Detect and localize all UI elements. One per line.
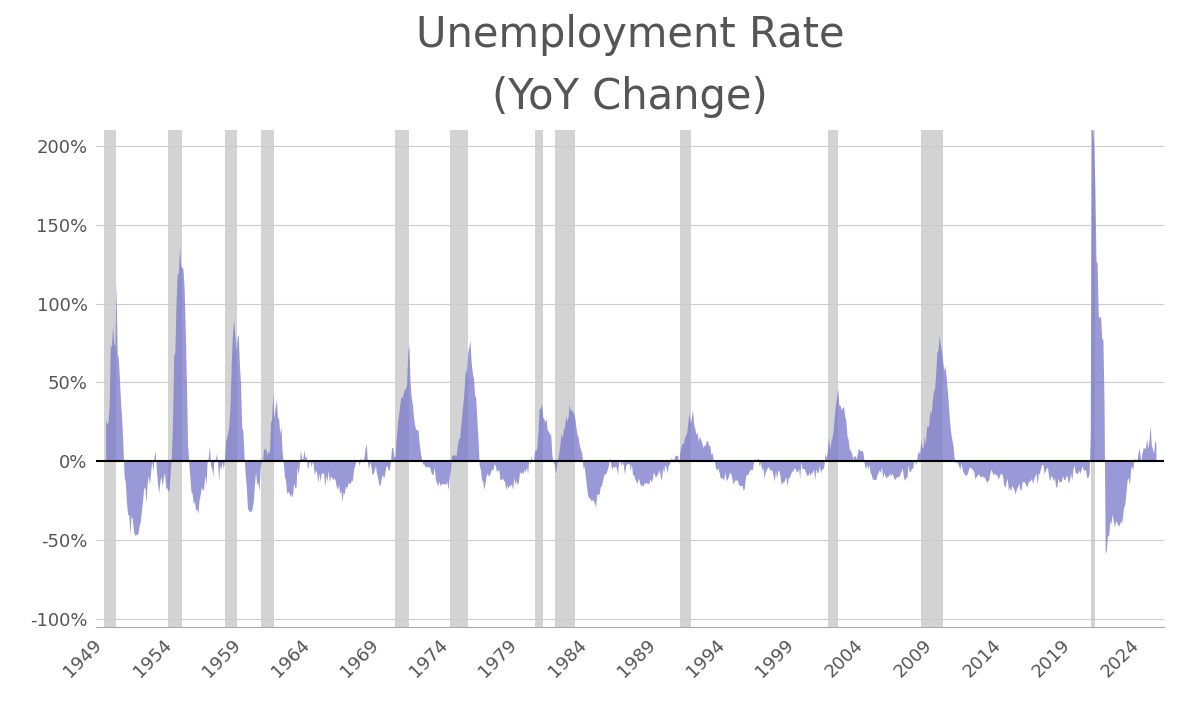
Bar <box>828 130 838 627</box>
Bar <box>556 130 575 627</box>
Bar <box>395 130 409 627</box>
Bar <box>104 130 116 627</box>
Bar <box>680 130 691 627</box>
Bar <box>1091 130 1094 627</box>
Bar <box>920 130 943 627</box>
Bar <box>224 130 238 627</box>
Bar <box>534 130 542 627</box>
Bar <box>450 130 468 627</box>
Bar <box>168 130 181 627</box>
Bar <box>260 130 275 627</box>
Title: Unemployment Rate
(YoY Change): Unemployment Rate (YoY Change) <box>415 14 845 118</box>
